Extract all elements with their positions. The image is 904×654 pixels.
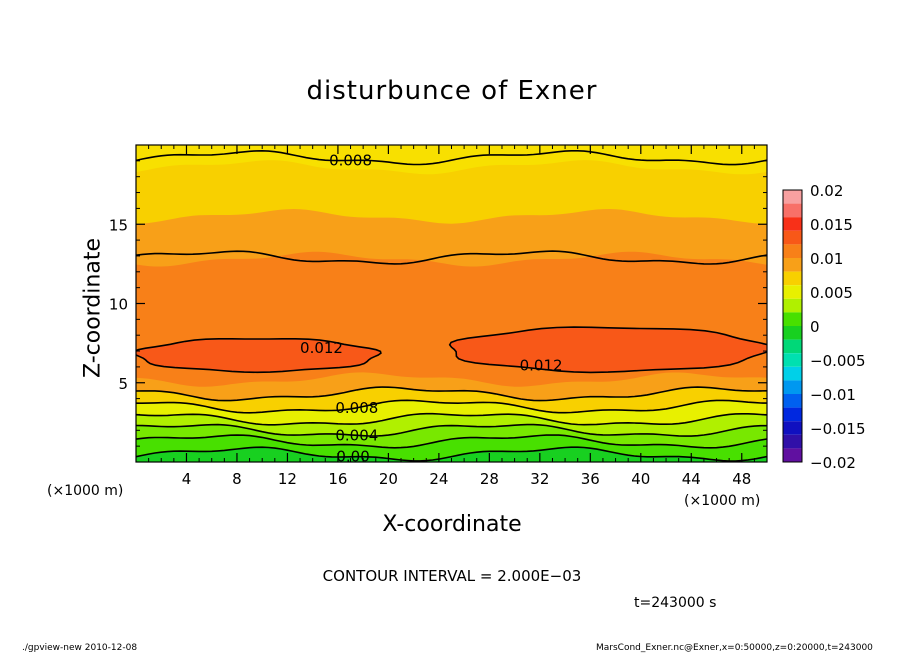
chart-title: disturbunce of Exner <box>306 76 598 106</box>
colorbar-swatch <box>783 258 802 272</box>
x-tick-label: 44 <box>682 470 701 488</box>
contour-label: 0.008 <box>335 399 378 417</box>
footer-right: MarsCond_Exner.nc@Exner,x=0:50000,z=0:20… <box>596 643 873 653</box>
x-tick-label: 48 <box>732 470 751 488</box>
contour-label: 0.012 <box>300 339 343 357</box>
colorbar-swatch <box>783 312 802 326</box>
contour-line-high <box>136 338 382 374</box>
contour-label: 0.00 <box>336 448 369 466</box>
contour-labels: 0.012 0.012 0.00 0.004 0.008 0.008 <box>300 151 563 465</box>
colorbar-swatch <box>783 339 802 354</box>
x-tick-label: 36 <box>581 470 600 488</box>
high-region <box>449 327 767 373</box>
contour-line <box>136 423 767 437</box>
x-tick-label: 32 <box>530 470 549 488</box>
colorbar-swatch <box>783 230 802 245</box>
colorbar-swatch <box>783 434 802 449</box>
colorbar-swatch <box>783 421 802 435</box>
x-tick-label: 12 <box>278 470 297 488</box>
contour-label: 0.008 <box>329 151 372 169</box>
colorbar-swatch <box>783 203 802 218</box>
contour-line <box>136 386 767 402</box>
x-axis-label: X-coordinate <box>382 512 522 537</box>
contour-line <box>136 434 767 449</box>
colorbar-swatch <box>783 366 802 381</box>
colorbar-tick-label: −0.005 <box>810 352 866 370</box>
colorbar-tick-label: −0.015 <box>810 420 866 438</box>
colorbar-swatch <box>783 380 802 394</box>
x-tick-label: 20 <box>379 470 398 488</box>
colorbar-swatch <box>783 190 802 204</box>
contour-lines <box>136 149 767 462</box>
colorbar-tick-label: 0.02 <box>810 182 843 200</box>
x-unit-right: (×1000 m) <box>684 493 761 509</box>
contour-line <box>136 446 767 462</box>
high-regions <box>136 327 767 373</box>
colorbar-swatch <box>783 217 802 231</box>
y-tick-label: 10 <box>109 296 128 314</box>
x-tick-label: 4 <box>182 470 192 488</box>
high-region <box>136 338 381 373</box>
field-band <box>136 447 767 462</box>
colorbar-swatch <box>783 326 802 340</box>
contour-line <box>136 412 767 426</box>
y-tick-label: 5 <box>118 375 128 393</box>
colorbar-swatch <box>783 271 802 286</box>
time-label: t=243000 s <box>634 595 717 611</box>
colorbar-tick-label: −0.02 <box>810 454 856 472</box>
colorbar-tick-label: 0 <box>810 318 820 336</box>
colorbar-swatch <box>783 394 802 408</box>
colorbar-swatch <box>783 244 802 258</box>
colorbar-swatch <box>783 298 802 313</box>
colorbar-swatch <box>783 353 802 367</box>
colorbar-swatch <box>783 285 802 299</box>
colorbar-tick-label: −0.01 <box>810 386 856 404</box>
x-tick-label: 16 <box>328 470 347 488</box>
colorbar-swatch <box>783 407 802 422</box>
x-tick-label: 24 <box>429 470 448 488</box>
contour-line <box>136 250 767 265</box>
x-tick-label: 40 <box>631 470 650 488</box>
colorbar: 0.02 0.015 0.01 0.005 0 −0.005 −0.01 −0.015 −0.0… <box>782 182 866 472</box>
colorbar-frame <box>782 189 803 463</box>
colorbar-tick-label: 0.005 <box>810 284 853 302</box>
x-unit-left: (×1000 m) <box>47 483 124 499</box>
colorbar-swatch <box>783 448 802 462</box>
contour-label: 0.004 <box>335 426 378 444</box>
footer-left: ./gpview-new 2010-12-08 <box>22 643 138 653</box>
contour-line-high <box>448 326 767 374</box>
contour-line <box>136 399 767 414</box>
y-tick-label: 15 <box>109 216 128 234</box>
colorbar-tick-label: 0.015 <box>810 216 853 234</box>
x-tick-label: 28 <box>480 470 499 488</box>
field-bands <box>136 145 767 462</box>
colorbar-tick-label: 0.01 <box>810 250 843 268</box>
contour-label: 0.012 <box>520 356 563 374</box>
contour-line <box>136 149 767 166</box>
contour-interval-text: CONTOUR INTERVAL = 2.000E−03 <box>322 567 582 585</box>
x-tick-label: 8 <box>232 470 242 488</box>
